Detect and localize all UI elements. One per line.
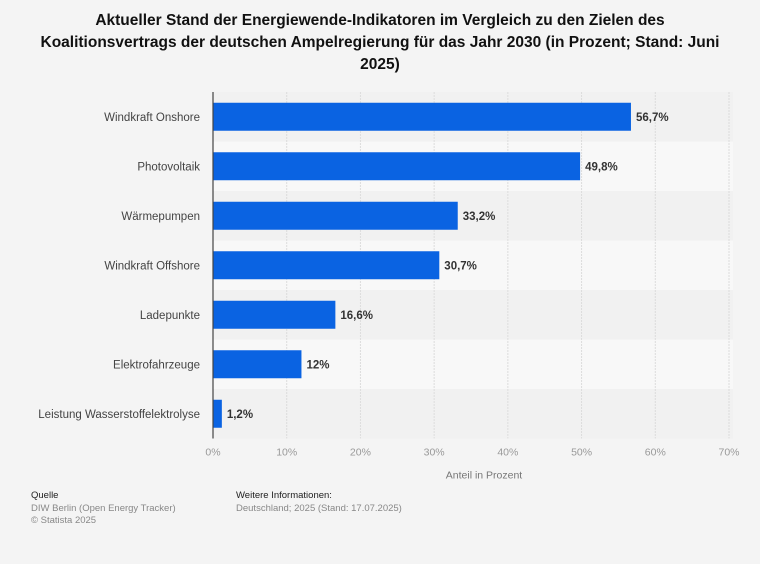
x-tick-label: 30% [424,447,445,459]
info-heading[interactable]: Weitere Informationen: [236,490,332,501]
value-label: 49,8% [585,161,618,173]
source-text[interactable]: DIW Berlin (Open Energy Tracker) [31,502,176,514]
source-heading: Quelle [31,490,59,501]
category-label: Wärmepumpen [121,211,200,223]
value-label: 30,7% [444,260,477,272]
bar[interactable] [213,350,302,379]
info-text: Deutschland; 2025 (Stand: 17.07.2025) [236,502,402,514]
chart-title: Aktueller Stand der Energiewende-Indikat… [40,12,720,73]
category-label: Elektrofahrzeuge [113,359,200,371]
bar[interactable] [213,201,458,230]
x-tick-label: 50% [571,447,592,459]
bar[interactable] [213,152,581,181]
bar[interactable] [213,300,336,329]
x-axis-label: Anteil in Prozent [446,470,523,482]
bars [213,102,631,428]
category-label: Windkraft Onshore [104,112,200,124]
category-label: Leistung Wasserstoffelektrolyse [38,409,200,421]
x-tick-label: 10% [276,447,297,459]
value-label: 1,2% [227,409,253,421]
value-label: 12% [306,359,329,371]
x-tick-label: 40% [497,447,518,459]
row-band [213,389,733,439]
value-label: 16,6% [340,310,373,322]
value-label: 33,2% [463,211,496,223]
bar[interactable] [213,102,631,131]
value-labels: 56,7% 49,8% 33,2% 30,7% 16,6% 12% 1,2% [227,112,669,421]
category-labels: Windkraft Onshore Photovoltaik Wärmepumpen… [38,112,200,421]
x-tick-label: 70% [718,447,739,459]
info-block: Weitere Informationen: Deutschland; 2025… [236,490,402,515]
bar-chart: Windkraft Onshore Photovoltaik Wärmepumpen… [38,92,740,482]
x-tick-label: 60% [645,447,666,459]
bar[interactable] [213,399,222,428]
value-label: 56,7% [636,112,669,124]
x-tick-label: 20% [350,447,371,459]
category-label: Photovoltaik [137,161,200,173]
bar[interactable] [213,251,440,280]
category-label: Ladepunkte [140,310,200,322]
gridlines [286,92,730,439]
copyright-text: © Statista 2025 [31,515,97,526]
x-tick-labels: 0% 10% 20% 30% 40% 50% 60% 70% [205,447,739,459]
source-block: Quelle DIW Berlin (Open Energy Tracker) … [31,490,176,528]
category-label: Windkraft Offshore [104,260,200,272]
x-tick-label: 0% [205,447,220,459]
